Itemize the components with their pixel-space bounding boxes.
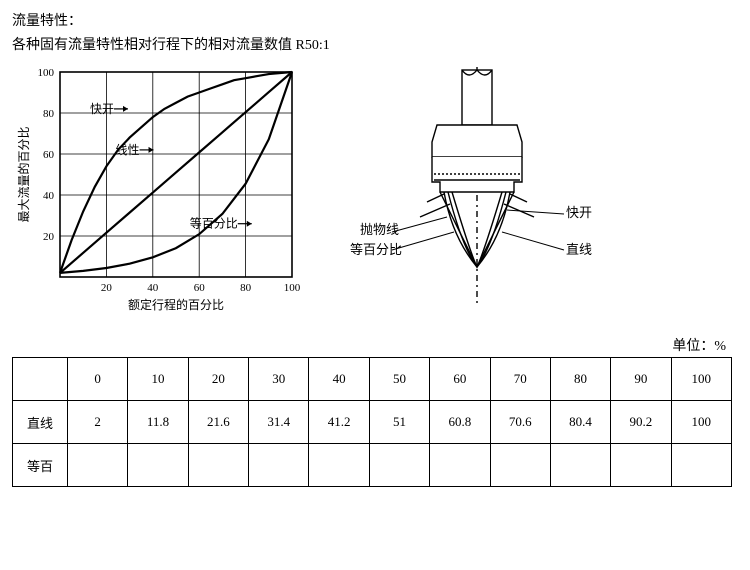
svg-text:100: 100 xyxy=(284,282,301,294)
table-cell xyxy=(249,444,309,487)
flow-chart: 20 40 60 80 100 20 40 60 80 100 快开线性等百分比额定行程的百分比 最大… xyxy=(12,62,302,317)
table-header: 100 xyxy=(671,358,731,401)
table-cell: 60.8 xyxy=(430,401,490,444)
page-title: 流量特性： xyxy=(12,10,738,30)
table-cell: 90.2 xyxy=(611,401,671,444)
svg-text:快开: 快开 xyxy=(90,102,114,116)
label-parabola: 抛物线 xyxy=(360,222,399,237)
table-header: 80 xyxy=(550,358,610,401)
table-cell xyxy=(490,444,550,487)
table-cell xyxy=(430,444,490,487)
svg-text:20: 20 xyxy=(43,231,55,243)
row-head: 等百 xyxy=(13,444,68,487)
label-equal-pct: 等百分比 xyxy=(350,242,402,257)
row-head: 直线 xyxy=(13,401,68,444)
table-header: 10 xyxy=(128,358,188,401)
table-cell: 31.4 xyxy=(249,401,309,444)
table-header: 90 xyxy=(611,358,671,401)
table-header: 50 xyxy=(369,358,429,401)
svg-text:80: 80 xyxy=(43,108,55,120)
label-quick-open: 快开 xyxy=(566,205,592,220)
table-cell: 80.4 xyxy=(550,401,610,444)
table-cell: 41.2 xyxy=(309,401,369,444)
svg-text:40: 40 xyxy=(147,282,159,294)
svg-text:100: 100 xyxy=(38,67,55,79)
svg-text:60: 60 xyxy=(194,282,206,294)
table-header: 20 xyxy=(188,358,248,401)
svg-text:线性: 线性 xyxy=(116,143,140,157)
table-cell: 70.6 xyxy=(490,401,550,444)
svg-text:额定行程的百分比: 额定行程的百分比 xyxy=(128,297,224,312)
table-cell xyxy=(309,444,369,487)
table-cell xyxy=(611,444,671,487)
table-header: 60 xyxy=(430,358,490,401)
table-corner xyxy=(13,358,68,401)
table-header: 40 xyxy=(309,358,369,401)
svg-text:等百分比: 等百分比 xyxy=(190,217,238,231)
table-cell xyxy=(671,444,731,487)
table-cell: 11.8 xyxy=(128,401,188,444)
svg-text:60: 60 xyxy=(43,149,55,161)
figure-row: 2040608010020406080100快开线性等百分比额定行程的百分比最大… xyxy=(12,62,738,317)
table-cell xyxy=(550,444,610,487)
table-cell: 21.6 xyxy=(188,401,248,444)
valve-diagram: 抛物线 等百分比 快开 直线 xyxy=(332,62,622,312)
table-cell xyxy=(188,444,248,487)
table-cell: 2 xyxy=(68,401,128,444)
page-subtitle: 各种固有流量特性相对行程下的相对流量数值 R50:1 xyxy=(12,34,738,54)
svg-text:80: 80 xyxy=(240,282,252,294)
svg-text:20: 20 xyxy=(101,282,113,294)
table-header: 0 xyxy=(68,358,128,401)
table-cell xyxy=(128,444,188,487)
table-cell: 100 xyxy=(671,401,731,444)
flow-table: 0102030405060708090100 直线211.821.631.441… xyxy=(12,357,732,487)
table-cell: 51 xyxy=(369,401,429,444)
table-cell xyxy=(68,444,128,487)
table-cell xyxy=(369,444,429,487)
label-linear: 直线 xyxy=(566,242,592,257)
svg-text:最大流量的百分比: 最大流量的百分比 xyxy=(16,126,31,222)
table-row: 直线211.821.631.441.25160.870.680.490.2100 xyxy=(13,401,732,444)
table-row: 等百 xyxy=(13,444,732,487)
table-header: 30 xyxy=(249,358,309,401)
svg-text:40: 40 xyxy=(43,190,55,202)
table-header: 70 xyxy=(490,358,550,401)
unit-label: 单位：% xyxy=(12,335,726,355)
